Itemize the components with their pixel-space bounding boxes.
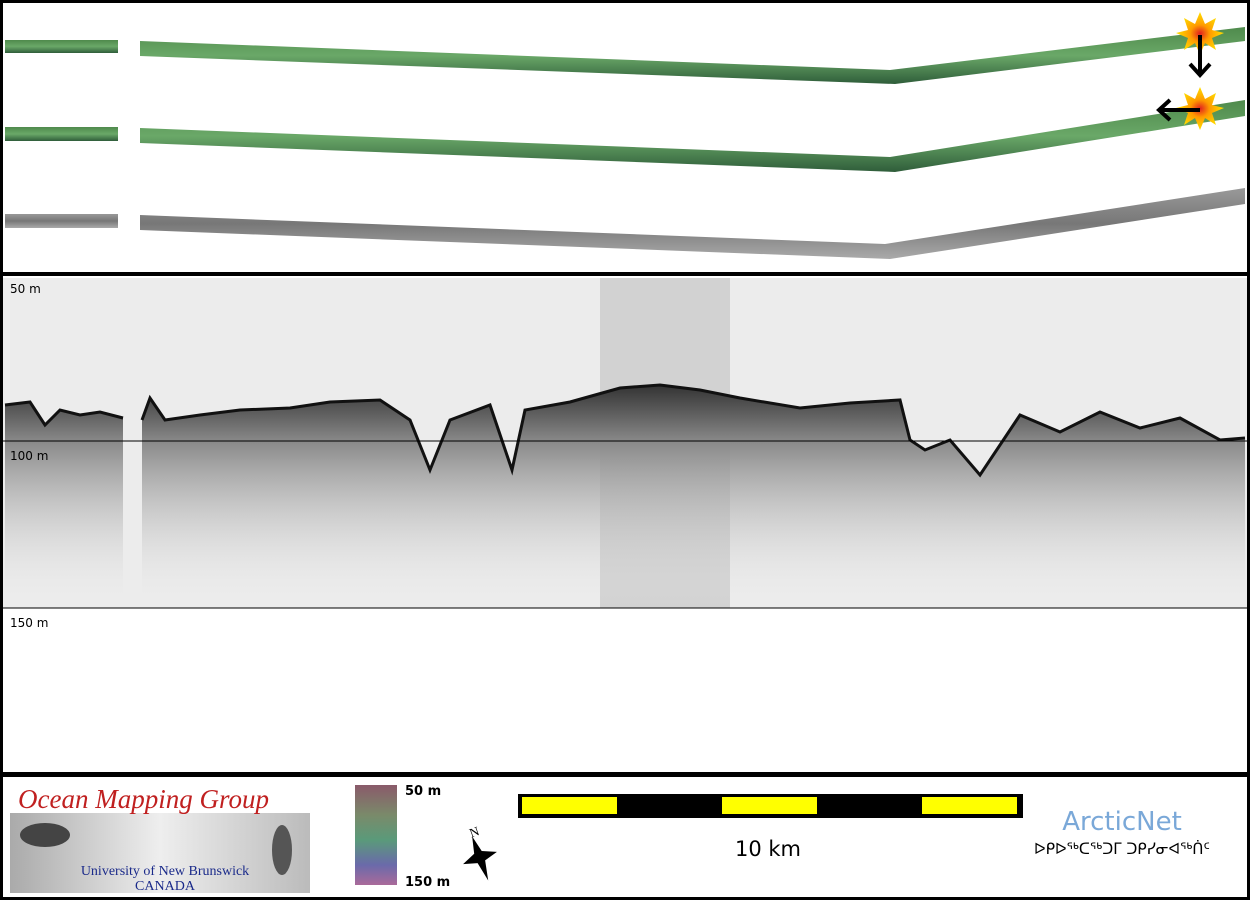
direction-arrow xyxy=(1156,98,1200,122)
partner-name: ArcticNet xyxy=(1062,807,1182,837)
compass-rose xyxy=(463,836,497,881)
depth-label: 50 m xyxy=(10,282,41,296)
swath-strip xyxy=(140,100,1245,172)
backscatter-strip xyxy=(140,188,1245,259)
event-marker xyxy=(1176,12,1224,55)
logo-title: Ocean Mapping Group xyxy=(18,784,269,814)
swath-strip xyxy=(5,127,118,141)
colorbar-label: 50 m xyxy=(405,784,441,799)
logo-country: CANADA xyxy=(135,879,196,894)
swath-strip xyxy=(140,27,1245,84)
scale-bar-segment xyxy=(922,797,1017,814)
scale-bar-segment xyxy=(522,797,617,814)
swath-strip xyxy=(5,40,118,53)
partner-inuktitut: ᐅᑭᐅᖅᑕᖅᑐᒥ ᑐᑭᓯᓂᐊᖅᑏᑦ xyxy=(1034,840,1210,858)
logo-institution: University of New Brunswick xyxy=(81,864,249,879)
direction-arrow xyxy=(1188,35,1212,78)
seafloor-line xyxy=(4,383,1246,478)
depth-label: 100 m xyxy=(10,449,48,463)
scale-label: 10 km xyxy=(735,837,801,861)
backscatter-strip xyxy=(5,214,118,228)
logo-vehicle xyxy=(20,823,70,847)
depth-label: 150 m xyxy=(10,616,48,630)
colorbar xyxy=(355,785,397,885)
logo-vehicle xyxy=(272,825,292,875)
scale-bar-segment xyxy=(722,797,817,814)
colorbar-label: 150 m xyxy=(405,875,450,890)
